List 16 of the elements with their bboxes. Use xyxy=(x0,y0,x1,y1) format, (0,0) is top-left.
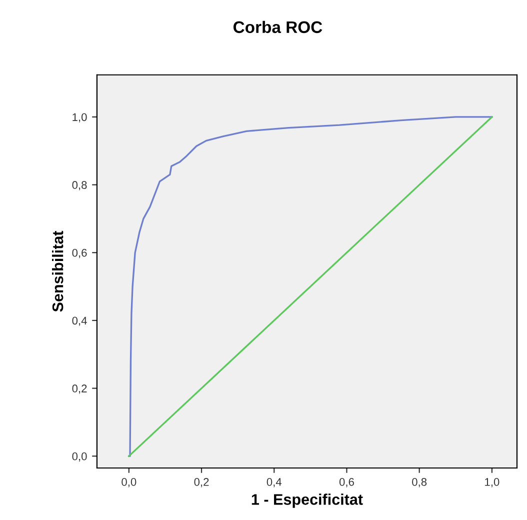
y-tick-label: 0,6 xyxy=(72,248,87,258)
x-tick-label: 0,6 xyxy=(339,478,354,488)
x-axis-title: 1 - Especificitat xyxy=(252,494,363,508)
x-tick-label: 0,0 xyxy=(122,478,136,488)
x-tick-label: 0,2 xyxy=(194,478,209,488)
y-axis-title: Sensibilitat xyxy=(52,230,64,312)
x-tick-label: 1,0 xyxy=(485,478,500,488)
x-tick-label: 0,8 xyxy=(412,478,427,488)
y-tick-label: 0,2 xyxy=(72,384,87,394)
line-series xyxy=(128,116,493,457)
y-tick-label: 0,8 xyxy=(72,181,87,190)
x-tick-label: 0,4 xyxy=(266,478,282,488)
y-tick-label: 0,0 xyxy=(72,452,87,462)
y-tick-label: 1,0 xyxy=(72,113,87,122)
y-tick-label: 0,4 xyxy=(72,316,87,326)
chart-title: Corba ROC xyxy=(234,20,322,34)
